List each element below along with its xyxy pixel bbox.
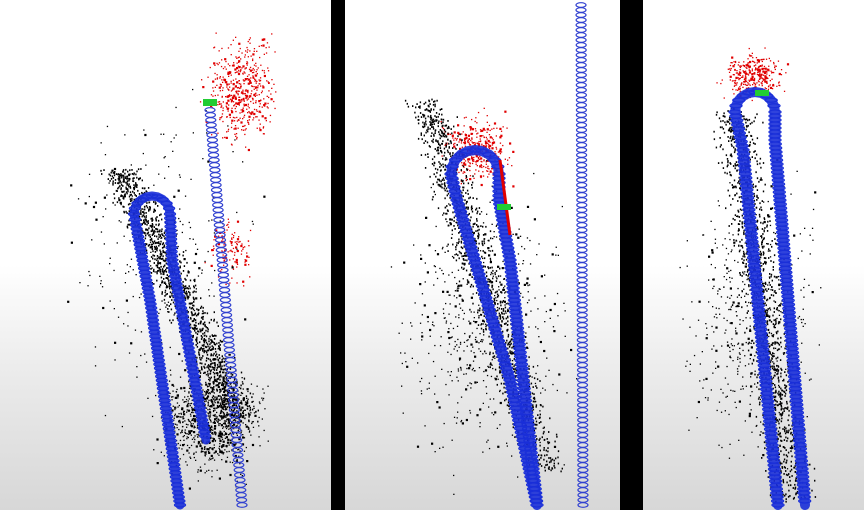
panel-middle — [345, 0, 620, 510]
trajectory-hook-frames — [444, 147, 544, 508]
map-points-sparse — [67, 88, 266, 428]
trajectory-hook-frames — [127, 193, 212, 508]
map-points-dense — [147, 359, 269, 490]
panel-right — [643, 0, 864, 510]
panel-separator — [331, 0, 345, 510]
trajectory-straight — [575, 2, 589, 508]
trajectory-hook — [446, 145, 542, 510]
map-points-sparse — [390, 160, 578, 495]
current-pose-marker — [203, 99, 217, 106]
current-pose-marker — [497, 204, 511, 210]
current-segment — [498, 159, 512, 236]
point-cloud-view-right — [679, 47, 822, 510]
point-cloud-view-middle — [390, 2, 589, 510]
trajectory-hook-frames — [728, 89, 812, 508]
map-points-current — [199, 32, 277, 152]
panel-left — [0, 0, 331, 510]
point-cloud-view-left — [67, 32, 277, 510]
trajectory-straight — [204, 107, 248, 508]
current-pose-marker — [755, 90, 769, 96]
panel-separator — [620, 0, 643, 510]
trajectory-hook — [129, 191, 211, 510]
